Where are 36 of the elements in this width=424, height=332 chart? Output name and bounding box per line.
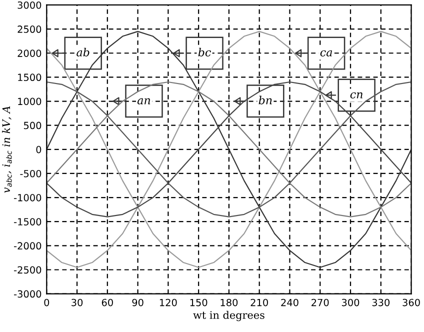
x-tick-label: 330 <box>372 298 390 306</box>
x-tick-label: 180 <box>220 298 238 306</box>
y-tick-label: 2500 <box>18 26 42 33</box>
y-tick-label: 1500 <box>18 74 42 82</box>
x-tick-label: 270 <box>312 298 329 306</box>
y-tick-label: -500 <box>20 170 42 178</box>
x-tick-label: 60 <box>102 298 113 306</box>
annotation: cn <box>350 92 362 98</box>
x-axis-title: wt in degrees <box>193 310 264 322</box>
y-tick-label: 3000 <box>18 1 42 9</box>
y-tick-label: -1000 <box>14 194 42 202</box>
x-tick-label: 300 <box>342 298 360 306</box>
x-tick-label: 150 <box>190 298 208 306</box>
line-series <box>46 30 412 268</box>
annotation: ab <box>76 48 90 56</box>
y-tick-label: -2500 <box>14 266 42 274</box>
x-tick-label: 0 <box>44 298 50 306</box>
y-tick-label: 500 <box>24 122 42 130</box>
x-tick-label: 240 <box>281 298 298 306</box>
y-tick-label: 0 <box>36 146 42 154</box>
y-tick-label: -1500 <box>14 218 42 226</box>
y-tick-label: -2000 <box>14 242 42 250</box>
x-tick-label: 210 <box>250 298 268 306</box>
x-tick-label: 30 <box>72 298 83 306</box>
y-tick-label: 2000 <box>18 50 42 57</box>
annotation: an <box>137 98 150 104</box>
x-tick-label: 90 <box>132 298 144 306</box>
y-axis-title: v$_{abc}$, i$_{abc}$ in kV, A <box>2 106 12 193</box>
y-tick-label: -3000 <box>14 290 42 298</box>
annotation: ca <box>320 50 332 56</box>
annotation: bc <box>198 48 211 56</box>
y-tick-label: 1000 <box>18 98 42 106</box>
x-tick-label: 360 <box>402 298 420 306</box>
annotation: bn <box>258 96 272 104</box>
line-series <box>46 81 412 218</box>
x-tick-label: 120 <box>160 298 177 306</box>
